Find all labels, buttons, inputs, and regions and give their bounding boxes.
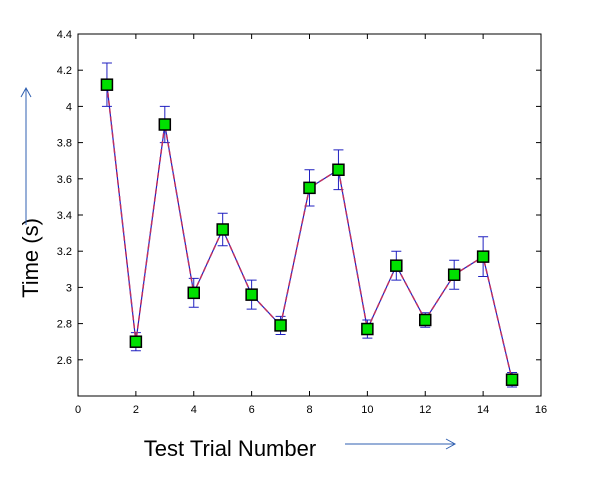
y-tick-label: 3.4 — [57, 210, 72, 222]
x-tick-label: 10 — [361, 404, 373, 416]
x-tick-label: 4 — [191, 404, 197, 416]
marker — [216, 223, 229, 236]
x-tick-label: 12 — [419, 404, 431, 416]
y-tick-label: 4.4 — [57, 29, 72, 41]
marker — [100, 78, 114, 91]
x-tick-label: 8 — [306, 404, 312, 416]
y-tick-label: 3.6 — [57, 174, 72, 186]
marker — [129, 335, 143, 348]
marker — [245, 288, 258, 301]
y-tick-label: 3 — [66, 282, 72, 294]
y-tick-label: 3.2 — [57, 246, 72, 258]
x-tick-label: 2 — [133, 404, 139, 416]
x-tick-label: 16 — [535, 404, 547, 416]
x-tick-label: 0 — [75, 404, 81, 416]
y-axis-label: Time (s) — [18, 218, 43, 298]
marker — [447, 268, 461, 281]
marker — [187, 286, 200, 300]
plot-frame — [77, 33, 542, 397]
y-arrow — [20, 86, 32, 225]
marker — [158, 118, 172, 131]
marker — [361, 322, 374, 336]
marker — [274, 319, 287, 332]
marker — [476, 250, 490, 263]
y-tick-label: 3.8 — [57, 138, 72, 150]
y-tick-label: 4 — [66, 101, 72, 113]
x-tick-label: 14 — [477, 404, 489, 416]
x-arrow — [345, 438, 457, 450]
marker — [332, 163, 345, 176]
marker — [390, 259, 403, 272]
marker — [303, 181, 316, 195]
marker — [505, 373, 519, 386]
marker — [419, 313, 432, 327]
y-tick-label: 2.6 — [57, 355, 72, 367]
y-tick-label: 2.8 — [57, 319, 72, 331]
x-axis-label: Test Trial Number — [144, 436, 316, 461]
x-tick-label: 6 — [249, 404, 255, 416]
y-tick-label: 4.2 — [57, 65, 72, 77]
